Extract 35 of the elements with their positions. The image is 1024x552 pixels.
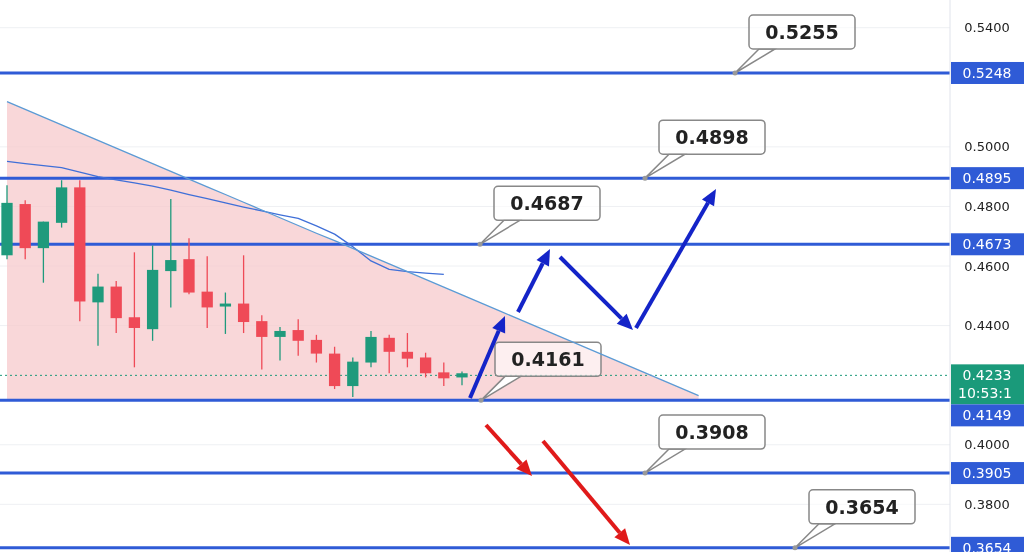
candlestick	[201, 255, 213, 329]
ref-line-label: 0.4673	[962, 236, 1012, 253]
annotation: 0.4161	[511, 348, 585, 371]
candlestick	[419, 352, 432, 379]
candlestick	[310, 334, 323, 364]
candlestick	[165, 198, 177, 309]
y-tick-label: 0.4600	[964, 258, 1010, 274]
candlestick	[383, 334, 395, 374]
candlestick	[92, 273, 104, 347]
line-series	[6, 160, 445, 276]
ref-line-label: 0.4233	[962, 367, 1012, 384]
ref-line-label: 0.5248	[962, 64, 1012, 81]
text: 10:53:1	[958, 385, 1012, 402]
ref-line-label: 0.3905	[962, 465, 1012, 482]
ref-line-label: 0.4895	[962, 170, 1012, 187]
y-tick-label: 0.4800	[964, 198, 1010, 214]
y-tick-label: 0.4400	[964, 318, 1010, 334]
candlestick	[274, 326, 286, 362]
candlestick	[438, 361, 450, 387]
ref-line-label: 0.4149	[962, 407, 1012, 424]
annotation: 0.3908	[675, 421, 749, 444]
y-tick-label: 0.3800	[964, 496, 1010, 512]
candlestick	[219, 291, 232, 335]
candlestick	[237, 254, 250, 334]
candlestick	[256, 314, 268, 371]
y-tick-label: 0.5400	[964, 20, 1010, 36]
y-tick-label: 0.5000	[964, 139, 1010, 155]
annotation: 0.4687	[510, 192, 584, 215]
annotation: 0.4898	[675, 126, 749, 149]
candlestick	[401, 332, 414, 368]
candlestick	[292, 318, 304, 357]
y-tick-label: 0.4000	[964, 437, 1010, 453]
annotation: 0.3654	[825, 495, 899, 518]
candlestick	[128, 251, 141, 368]
annotation: 0.5255	[765, 20, 839, 43]
